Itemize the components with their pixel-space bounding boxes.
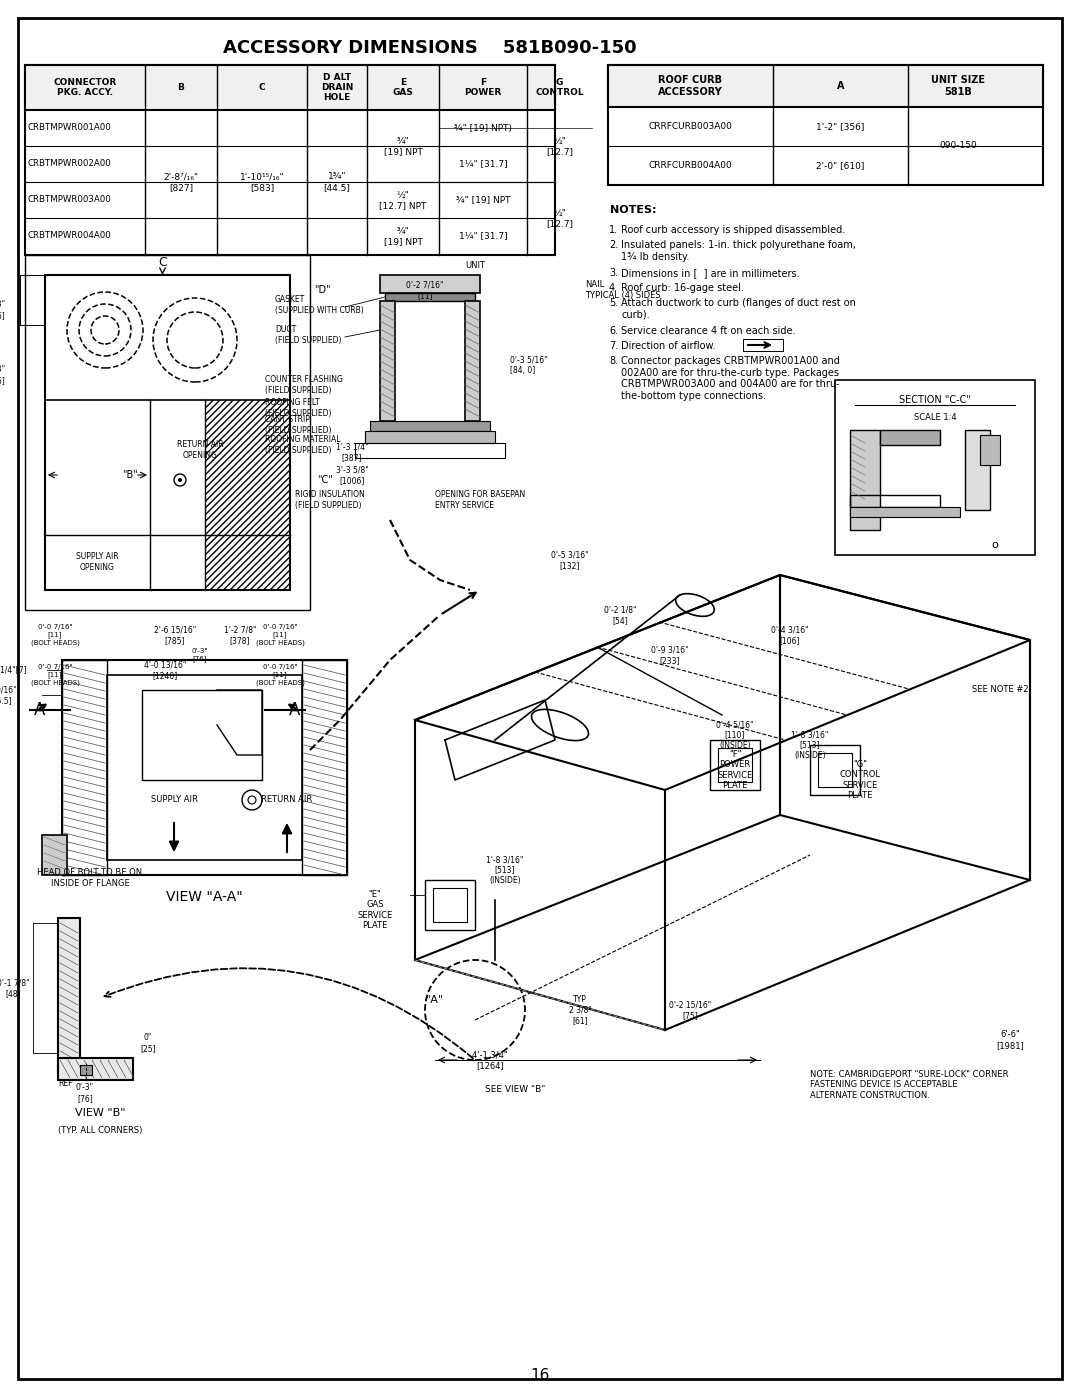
Bar bbox=[608, 66, 1043, 108]
Text: CRBTMPWR004A00: CRBTMPWR004A00 bbox=[28, 232, 111, 240]
Text: 4.: 4. bbox=[609, 284, 618, 293]
Text: TYP
2 3/8"
[61]: TYP 2 3/8" [61] bbox=[568, 995, 592, 1025]
Text: 0'-1 7/8"
[48]: 0'-1 7/8" [48] bbox=[0, 978, 30, 997]
Text: "F"
POWER
SERVICE
PLATE: "F" POWER SERVICE PLATE bbox=[717, 750, 753, 791]
Text: 0'-0 7/16"
[11]
(BOLT HEADS): 0'-0 7/16" [11] (BOLT HEADS) bbox=[30, 624, 80, 645]
Bar bbox=[718, 747, 752, 782]
Text: OPENING FOR BASEPAN
ENTRY SERVICE: OPENING FOR BASEPAN ENTRY SERVICE bbox=[435, 490, 525, 510]
Text: E
GAS: E GAS bbox=[392, 78, 414, 98]
Text: RETURN AIR
OPENING: RETURN AIR OPENING bbox=[177, 440, 224, 460]
Text: "B": "B" bbox=[122, 469, 138, 481]
Text: 4'-0 13/16"
[1240]: 4'-0 13/16" [1240] bbox=[144, 661, 186, 680]
Text: CRBTMPWR002A00: CRBTMPWR002A00 bbox=[28, 159, 111, 169]
Text: 1'-8 3/16"
[513]
(INSIDE): 1'-8 3/16" [513] (INSIDE) bbox=[792, 731, 828, 760]
Bar bbox=[835, 380, 1035, 555]
Bar bbox=[743, 339, 783, 351]
Bar bbox=[302, 659, 347, 875]
Text: RIGID INSULATION
(FIELD SUPPLIED): RIGID INSULATION (FIELD SUPPLIED) bbox=[295, 490, 365, 510]
Text: Roof curb: 16-gage steel.: Roof curb: 16-gage steel. bbox=[621, 284, 744, 293]
Text: B: B bbox=[177, 82, 185, 92]
Text: GASKET
(SUPPLIED WITH CURB): GASKET (SUPPLIED WITH CURB) bbox=[275, 295, 364, 314]
Text: 0'-3"
[76]: 0'-3" [76] bbox=[76, 1083, 94, 1102]
Bar bbox=[58, 1058, 133, 1080]
Text: 0'-0 7/16"
[11]
(BOLT HEADS): 0'-0 7/16" [11] (BOLT HEADS) bbox=[30, 665, 80, 686]
Text: 0'-0 7/16"
[11]
(BOLT HEADS): 0'-0 7/16" [11] (BOLT HEADS) bbox=[256, 624, 305, 645]
Text: 0'-5 3/16"
[132]: 0'-5 3/16" [132] bbox=[551, 550, 589, 570]
Text: NAIL
TYPICAL (4) SIDES: NAIL TYPICAL (4) SIDES bbox=[585, 281, 661, 300]
Bar bbox=[62, 659, 107, 875]
Text: CRRFCURB003A00: CRRFCURB003A00 bbox=[649, 122, 732, 131]
Text: SEE VIEW "B": SEE VIEW "B" bbox=[485, 1085, 545, 1094]
Text: CRBTMPWR003A00: CRBTMPWR003A00 bbox=[28, 196, 111, 204]
Text: ROOF CURB
ACCESSORY: ROOF CURB ACCESSORY bbox=[658, 75, 723, 96]
Bar bbox=[710, 740, 760, 789]
Bar bbox=[205, 400, 291, 590]
Text: 2'-8⁷/₁₆"
[827]: 2'-8⁷/₁₆" [827] bbox=[163, 172, 199, 191]
Text: ¾" [19] NPT: ¾" [19] NPT bbox=[456, 196, 510, 204]
Bar bbox=[58, 918, 80, 1073]
Text: "C": "C" bbox=[318, 475, 333, 485]
Bar bbox=[42, 835, 67, 875]
Text: CANT STRIP
(FIELD SUPPLIED): CANT STRIP (FIELD SUPPLIED) bbox=[265, 415, 332, 434]
Text: 1¼" [31.7]: 1¼" [31.7] bbox=[459, 232, 508, 240]
Bar bbox=[25, 66, 555, 256]
Text: 0'-3"
[76]: 0'-3" [76] bbox=[0, 300, 6, 320]
Text: C: C bbox=[158, 257, 167, 270]
Text: "A": "A" bbox=[426, 995, 444, 1004]
Bar bbox=[45, 275, 291, 590]
Text: 1.: 1. bbox=[609, 225, 618, 235]
Text: RETURN AIR: RETURN AIR bbox=[261, 795, 312, 805]
Text: C: C bbox=[259, 82, 266, 92]
Bar bbox=[25, 66, 555, 110]
Bar bbox=[818, 753, 852, 787]
Bar bbox=[608, 66, 1043, 108]
Text: ¾" [19] NPT): ¾" [19] NPT) bbox=[454, 123, 512, 133]
Text: COUNTER FLASHING
(FIELD SUPPLIED): COUNTER FLASHING (FIELD SUPPLIED) bbox=[265, 376, 342, 395]
Text: 0'-4 3/16"
[106]: 0'-4 3/16" [106] bbox=[771, 626, 809, 644]
Text: 6'-6"
[1981]: 6'-6" [1981] bbox=[996, 1031, 1024, 1049]
Text: ½"
[12.7]: ½" [12.7] bbox=[546, 137, 573, 155]
Text: Roof curb accessory is shipped disassembled.: Roof curb accessory is shipped disassemb… bbox=[621, 225, 846, 235]
Text: (TYP. ALL CORNERS): (TYP. ALL CORNERS) bbox=[58, 1126, 143, 1134]
Text: CRRFCURB004A00: CRRFCURB004A00 bbox=[649, 161, 732, 170]
Text: "G"
CONTROL
SERVICE
PLATE: "G" CONTROL SERVICE PLATE bbox=[839, 760, 880, 800]
Text: ACCESSORY DIMENSIONS    581B090-150: ACCESSORY DIMENSIONS 581B090-150 bbox=[224, 39, 637, 57]
Text: A: A bbox=[289, 701, 300, 719]
Bar bbox=[384, 293, 475, 300]
Bar bbox=[433, 888, 467, 922]
Bar bbox=[80, 1065, 92, 1076]
Text: REF: REF bbox=[58, 1078, 72, 1087]
Bar bbox=[25, 66, 555, 110]
Circle shape bbox=[178, 478, 183, 482]
Text: ½"
[12.7] NPT: ½" [12.7] NPT bbox=[379, 190, 427, 210]
Text: 0'-2 7/16"
[11]: 0'-2 7/16" [11] bbox=[406, 281, 444, 300]
Text: 8.: 8. bbox=[609, 356, 618, 366]
Text: VIEW "A-A": VIEW "A-A" bbox=[166, 890, 243, 904]
Text: ROOFING FELT
(FIELD SUPPLIED): ROOFING FELT (FIELD SUPPLIED) bbox=[265, 398, 332, 418]
Text: 090-150: 090-150 bbox=[940, 141, 977, 151]
Text: 0'-2 1/8"
[54]: 0'-2 1/8" [54] bbox=[604, 605, 636, 624]
Text: ¾"
[19] NPT: ¾" [19] NPT bbox=[383, 226, 422, 246]
Text: 0'-0 7/16"
[11]
(BOLT HEADS): 0'-0 7/16" [11] (BOLT HEADS) bbox=[256, 665, 305, 686]
Text: A: A bbox=[35, 701, 45, 719]
Text: 4'-1 3/4"
[1264]: 4'-1 3/4" [1264] bbox=[472, 1051, 508, 1070]
Text: Dimensions in [  ] are in millimeters.: Dimensions in [ ] are in millimeters. bbox=[621, 268, 799, 278]
Text: 1¼" [31.7]: 1¼" [31.7] bbox=[459, 159, 508, 169]
Text: Insulated panels: 1-in. thick polyurethane foam,
1¾ lb density.: Insulated panels: 1-in. thick polyuretha… bbox=[621, 240, 855, 261]
Text: UNIT: UNIT bbox=[465, 260, 485, 270]
Text: UNIT SIZE
581B: UNIT SIZE 581B bbox=[931, 75, 985, 96]
Text: "E"
GAS
SERVICE
PLATE: "E" GAS SERVICE PLATE bbox=[357, 890, 393, 930]
Text: Direction of airflow.: Direction of airflow. bbox=[621, 341, 716, 351]
Text: Connector packages CRBTMPWR001A00 and
002A00 are for thru-the-curb type. Package: Connector packages CRBTMPWR001A00 and 00… bbox=[621, 356, 840, 401]
Text: NOTES:: NOTES: bbox=[610, 205, 657, 215]
Bar bbox=[25, 256, 310, 610]
Text: 2'-0" [610]: 2'-0" [610] bbox=[816, 161, 865, 170]
Text: 1'-2" [356]: 1'-2" [356] bbox=[816, 122, 865, 131]
Bar bbox=[365, 432, 495, 443]
Bar bbox=[465, 300, 480, 420]
Bar bbox=[608, 66, 1043, 184]
Text: 0'-4 5/16"
[110]
(INSIDE): 0'-4 5/16" [110] (INSIDE) bbox=[716, 719, 754, 750]
Text: 0'-4 9/16"
[115.5]: 0'-4 9/16" [115.5] bbox=[0, 686, 17, 704]
Text: SUPPLY AIR: SUPPLY AIR bbox=[150, 795, 198, 805]
Text: SEE NOTE #2: SEE NOTE #2 bbox=[972, 686, 1028, 694]
